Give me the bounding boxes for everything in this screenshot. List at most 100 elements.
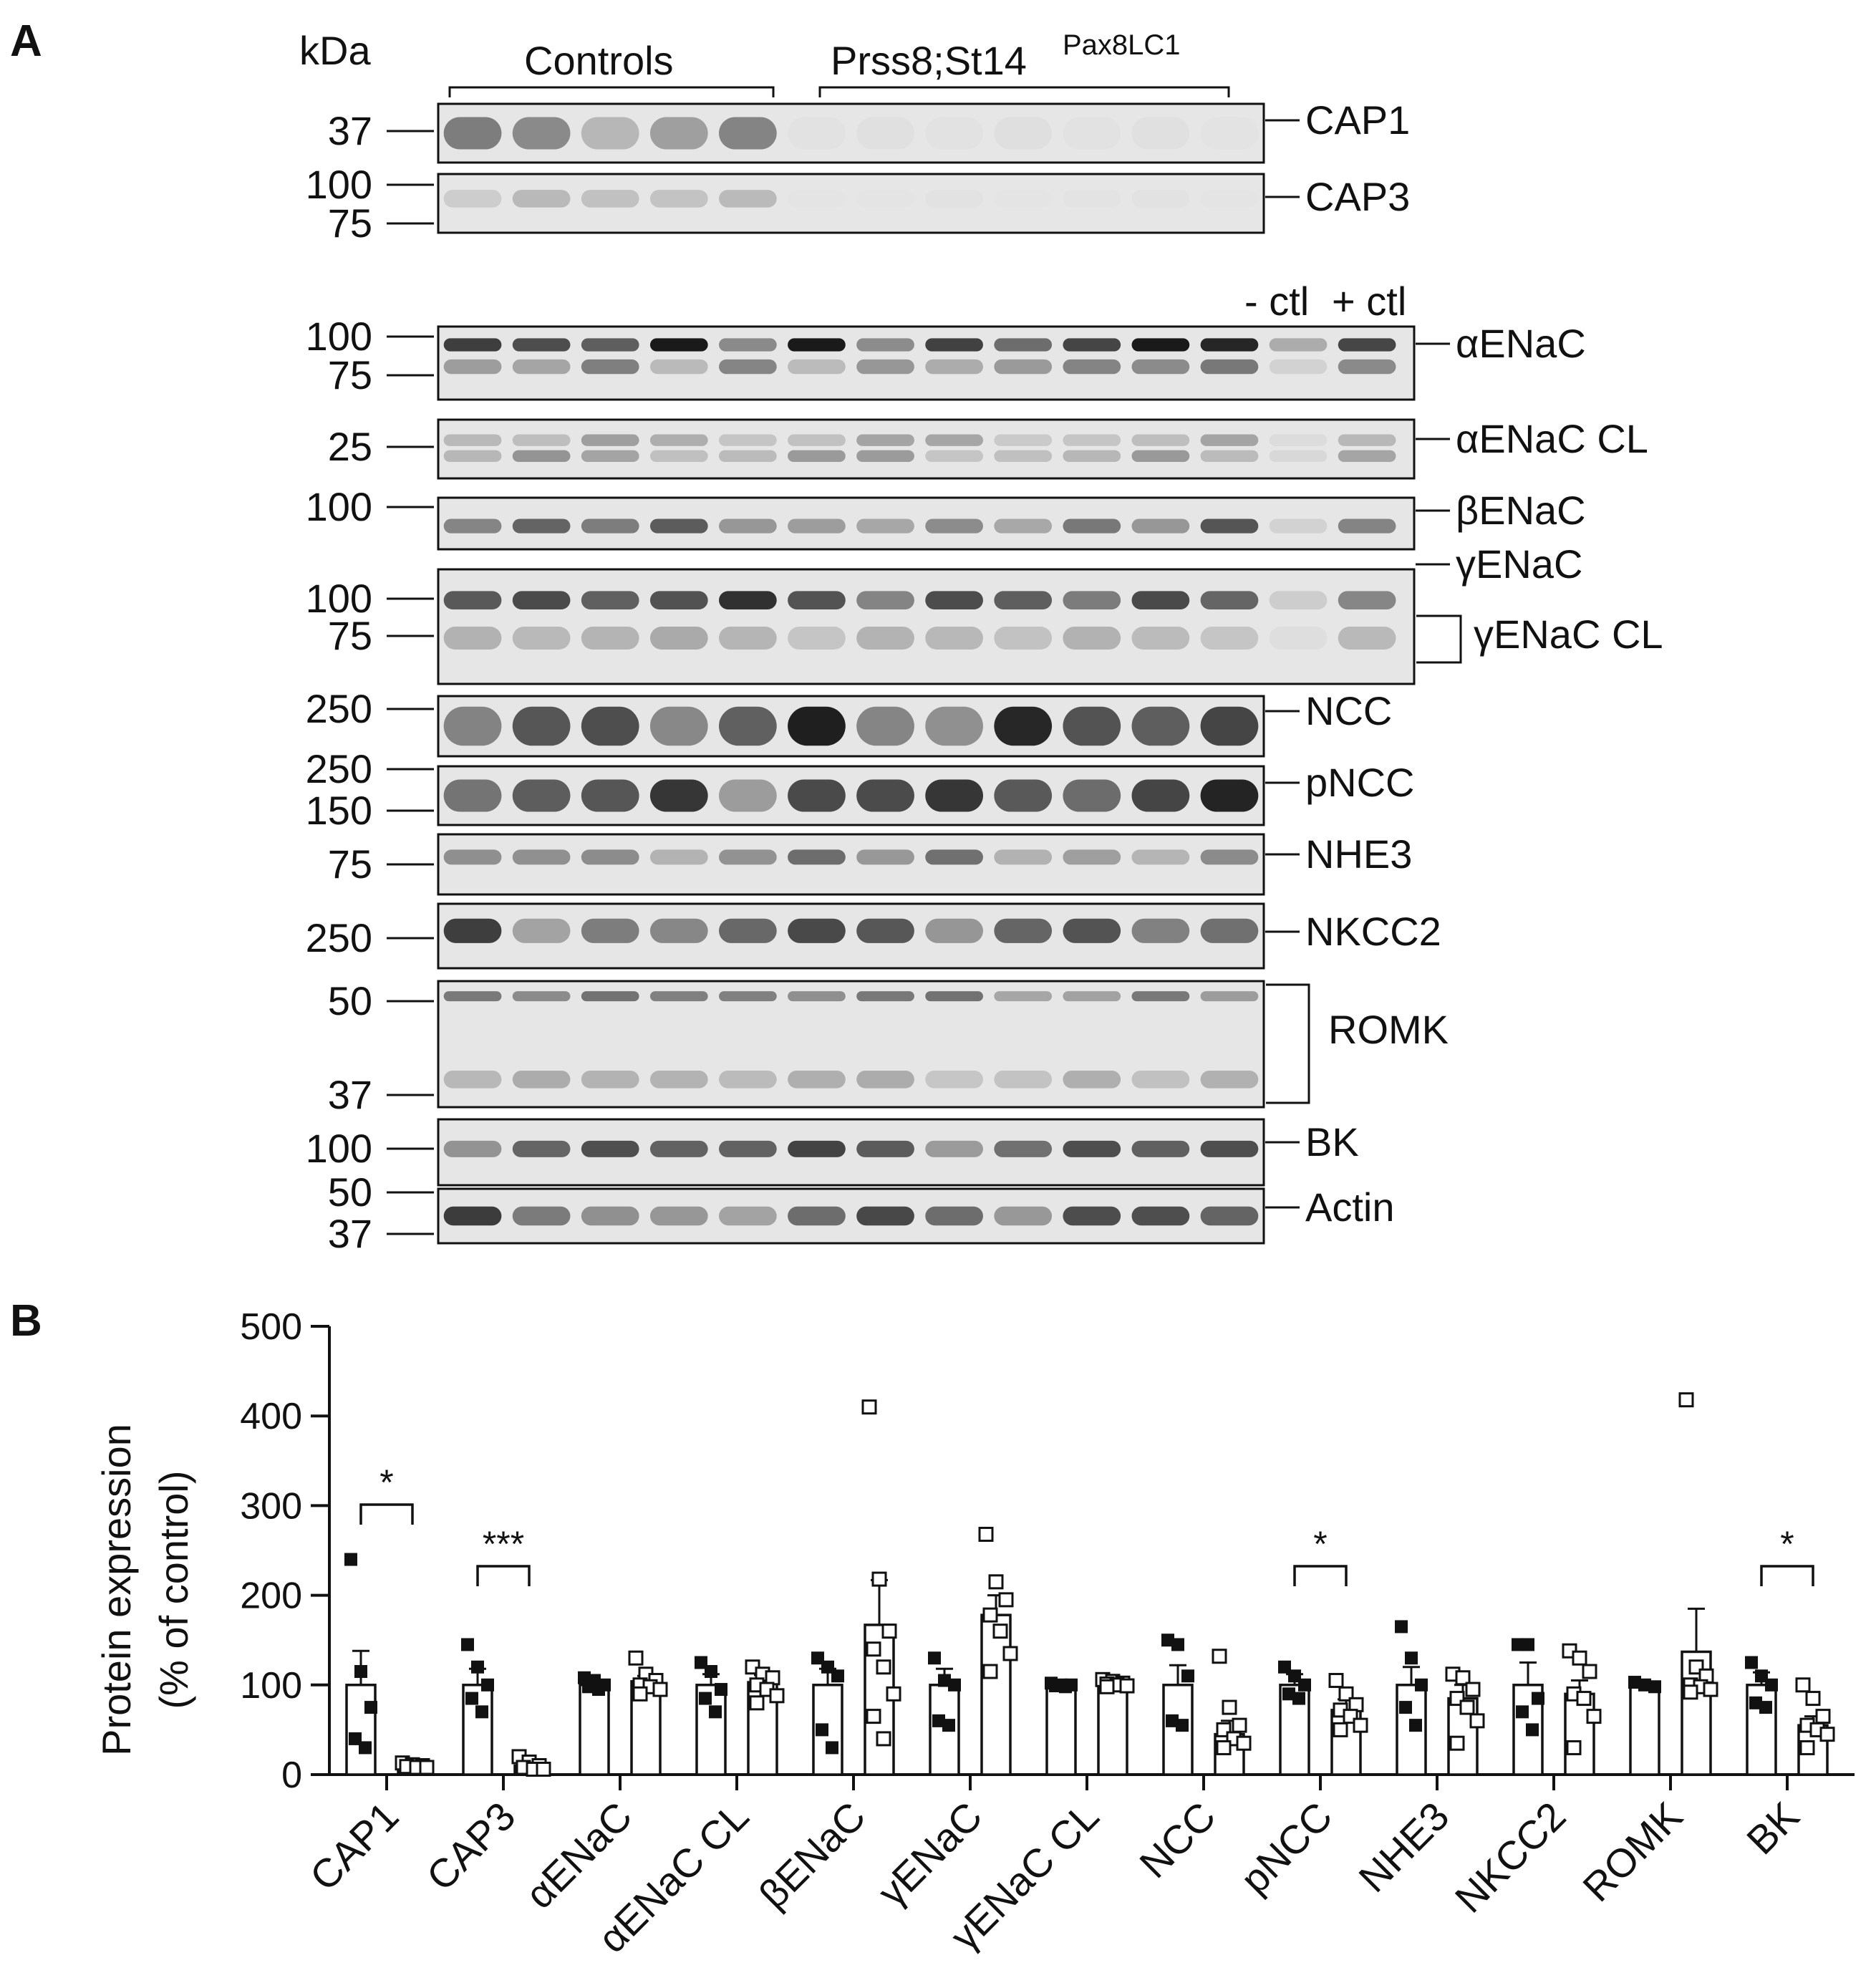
band — [1131, 779, 1190, 812]
band — [1269, 338, 1328, 352]
bar-nkcc2-mutant — [1564, 1692, 1595, 1776]
band — [719, 627, 777, 650]
band — [581, 117, 639, 150]
band — [719, 1206, 777, 1226]
band — [581, 190, 639, 208]
protein-label-beta-enac: βENaC — [1456, 488, 1586, 533]
band — [1131, 991, 1190, 1002]
marker-label: 50 — [328, 978, 372, 1023]
data-point — [1176, 1719, 1189, 1732]
data-point — [699, 1692, 712, 1705]
band — [994, 1070, 1053, 1089]
data-point — [988, 1574, 1004, 1590]
group-bracket-mutants — [818, 86, 1230, 97]
band — [856, 518, 914, 534]
protein-label-pncc: pNCC — [1305, 760, 1414, 805]
marker-label: 100 — [306, 484, 372, 529]
data-point — [821, 1660, 834, 1674]
band — [581, 1206, 639, 1226]
protein-label-nhe3: NHE3 — [1305, 831, 1412, 877]
data-point — [1216, 1740, 1232, 1755]
band — [856, 991, 914, 1002]
blot-frame-romk — [437, 980, 1265, 1109]
bar-gamma-enac-cl-mutant — [1097, 1682, 1128, 1776]
y-axis-title-2: (% of control) — [151, 1471, 196, 1709]
band — [719, 779, 777, 812]
band — [856, 779, 914, 812]
blot-frame-bk — [437, 1118, 1265, 1187]
data-point — [652, 1682, 668, 1697]
band — [1269, 359, 1328, 375]
band — [994, 190, 1052, 208]
band — [719, 338, 777, 352]
data-point — [465, 1692, 478, 1705]
data-point — [1799, 1740, 1815, 1755]
protein-label-gamma-enac-cl: γENaC CL — [1474, 612, 1663, 657]
data-point — [1815, 1709, 1831, 1724]
band — [443, 450, 502, 463]
data-point — [1181, 1669, 1194, 1683]
data-point — [1338, 1686, 1354, 1702]
data-point — [1465, 1682, 1481, 1697]
band — [856, 338, 914, 352]
data-point — [831, 1669, 844, 1683]
band — [719, 918, 777, 943]
protein-label-gamma-enac: γENaC — [1456, 541, 1582, 587]
band — [925, 591, 983, 609]
band — [1063, 1206, 1121, 1226]
band — [788, 190, 846, 208]
data-point — [1166, 1714, 1179, 1727]
marker-label: 37 — [328, 1211, 372, 1256]
band — [512, 627, 571, 650]
band — [1200, 849, 1259, 865]
band — [512, 1070, 571, 1089]
band — [1200, 359, 1259, 375]
band — [925, 434, 983, 446]
band — [1201, 190, 1259, 208]
band — [581, 359, 639, 375]
data-point — [1678, 1392, 1694, 1408]
band — [649, 117, 708, 150]
band — [719, 450, 777, 463]
data-point — [419, 1760, 435, 1775]
band — [1063, 706, 1121, 746]
band — [581, 1070, 639, 1089]
band — [1063, 450, 1121, 463]
significance-label-cap1: * — [379, 1462, 393, 1502]
data-point — [881, 1623, 897, 1639]
group-label-controls: Controls — [524, 38, 674, 83]
data-point — [948, 1678, 961, 1692]
y-tick-label: 400 — [240, 1396, 302, 1437]
significance-bracket-cap3 — [476, 1565, 531, 1586]
panel-a-letter: A — [10, 16, 42, 66]
band — [1063, 918, 1121, 943]
band — [925, 706, 983, 746]
marker-label: 75 — [328, 841, 372, 887]
band — [443, 627, 502, 650]
band — [994, 359, 1053, 375]
y-axis-title-line2: (% of control) — [151, 1471, 196, 1709]
band — [856, 706, 914, 746]
data-point — [1232, 1717, 1247, 1733]
bar-gamma-enac-cl-control — [1045, 1684, 1077, 1776]
blot-frame-ncc — [437, 695, 1265, 758]
band — [512, 706, 571, 746]
significance-label-bk: * — [1780, 1524, 1794, 1564]
band — [1200, 591, 1259, 609]
band — [994, 991, 1053, 1002]
data-point — [1628, 1676, 1641, 1689]
blot-frame-gamma-enac — [437, 568, 1416, 685]
band — [1063, 779, 1121, 812]
blot-bk: 100 BK — [306, 1118, 1359, 1187]
data-point — [876, 1659, 891, 1675]
band — [649, 779, 708, 812]
group-controls: Controls — [448, 38, 775, 97]
band — [1131, 591, 1190, 609]
data-point — [886, 1686, 901, 1702]
band — [788, 849, 846, 865]
band — [1200, 450, 1259, 463]
